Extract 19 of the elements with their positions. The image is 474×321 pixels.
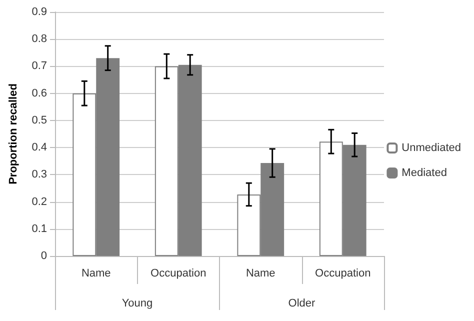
x-tick-label: Name xyxy=(81,268,111,280)
x-tick-label: Occupation xyxy=(150,268,206,280)
x-tick-label: Name xyxy=(246,268,276,280)
y-tick-label: 0.1 xyxy=(32,222,47,235)
y-tick-label: 0.8 xyxy=(32,33,47,46)
text: Young xyxy=(122,298,153,310)
y-tick-label: 0.3 xyxy=(32,168,47,181)
y-axis-title: Proportion recalled xyxy=(8,84,20,184)
y-tick-label: 0.2 xyxy=(32,196,47,208)
legend-label: Unmediated xyxy=(402,142,462,154)
x-tick-label: Occupation xyxy=(315,268,371,280)
y-tick-label: 0.7 xyxy=(32,60,47,72)
y-tick-label: 0.6 xyxy=(32,87,47,100)
legend-label: Mediated xyxy=(402,167,447,179)
y-tick-label: 0.4 xyxy=(32,142,47,154)
y-tick-label: 0 xyxy=(40,250,47,262)
y-tick-label: 0.5 xyxy=(32,114,47,126)
y-tick-label: 0.9 xyxy=(32,6,47,18)
text: Older xyxy=(288,298,316,310)
